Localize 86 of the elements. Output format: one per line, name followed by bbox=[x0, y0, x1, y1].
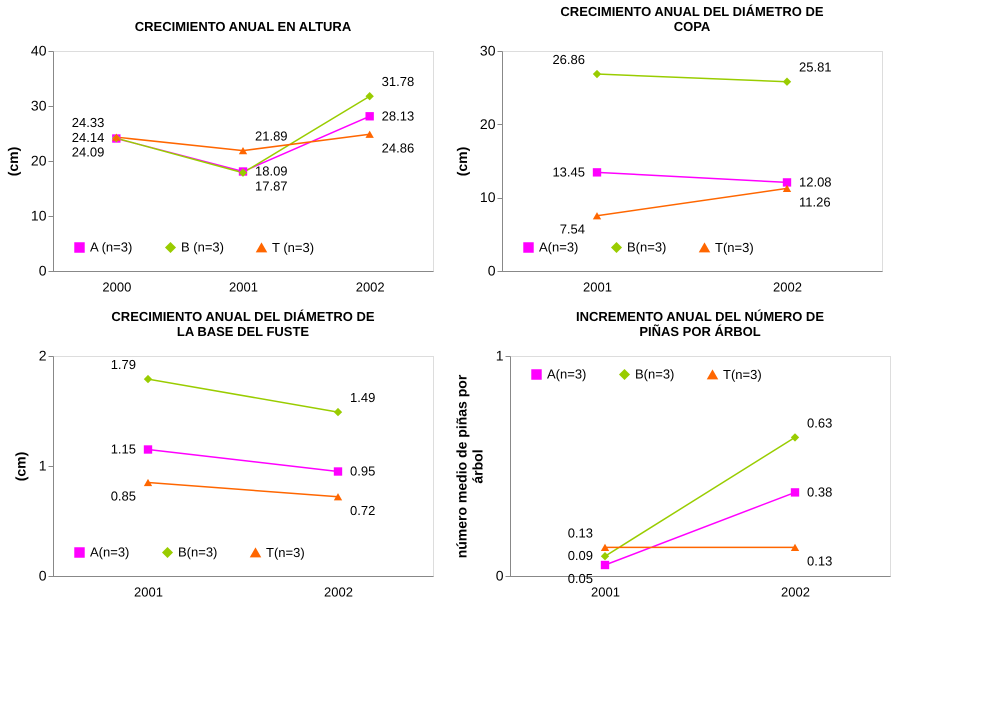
y-tick-label: 20 bbox=[480, 116, 496, 132]
legend-label: A(n=3) bbox=[90, 544, 130, 560]
legend-label: B (n=3) bbox=[181, 240, 224, 255]
legend-label: A (n=3) bbox=[90, 240, 132, 255]
data-label: 26.86 bbox=[552, 52, 585, 68]
legend-label: A(n=3) bbox=[539, 240, 578, 255]
data-label: 0.09 bbox=[568, 548, 593, 564]
y-tick-label: 0 bbox=[496, 568, 504, 584]
point bbox=[592, 70, 602, 78]
x-tick-label: 2002 bbox=[773, 280, 802, 294]
point bbox=[365, 112, 374, 120]
y-tick-label: 10 bbox=[30, 208, 47, 224]
point bbox=[238, 146, 248, 154]
point bbox=[592, 168, 602, 177]
data-label: 13.45 bbox=[552, 164, 585, 180]
x-tick-label: 2002 bbox=[356, 280, 385, 294]
data-label: 1.79 bbox=[110, 357, 136, 372]
data-label: 24.86 bbox=[382, 140, 414, 156]
data-label: 31.78 bbox=[382, 74, 414, 90]
point bbox=[144, 445, 152, 454]
x-tick-label: 2002 bbox=[324, 584, 353, 600]
y-tick-label: 0 bbox=[38, 262, 47, 278]
point bbox=[782, 178, 792, 187]
data-label: 12.08 bbox=[799, 174, 832, 190]
data-label: 28.13 bbox=[382, 108, 414, 124]
data-label: 0.63 bbox=[807, 415, 832, 430]
point bbox=[790, 488, 800, 497]
legend-label: T(n=3) bbox=[715, 240, 754, 255]
data-label: 0.72 bbox=[350, 502, 376, 518]
y-axis-title: (cm) bbox=[4, 146, 21, 176]
y-tick-label: 1 bbox=[496, 348, 504, 364]
y-axis-title: (cm) bbox=[454, 146, 470, 176]
chart-title: CRECIMIENTO ANUAL DEL DIÁMETRO DE LA BASE DEL FUSTE bbox=[111, 309, 375, 339]
data-label: 0.85 bbox=[110, 488, 136, 504]
x-tick-label: 2001 bbox=[229, 280, 258, 294]
legend-label: B(n=3) bbox=[178, 544, 218, 560]
data-label: 24.09 bbox=[72, 144, 104, 160]
x-tick-label: 2001 bbox=[591, 584, 620, 600]
data-label: 1.15 bbox=[110, 442, 136, 456]
point bbox=[600, 560, 610, 570]
point bbox=[600, 552, 610, 560]
data-label: 0.05 bbox=[568, 571, 593, 586]
y-tick-label: 20 bbox=[30, 152, 47, 168]
point bbox=[334, 467, 342, 476]
data-label: 25.81 bbox=[799, 60, 832, 75]
legend-label: B(n=3) bbox=[627, 240, 666, 255]
legend-label: T (n=3) bbox=[272, 240, 314, 255]
y-tick-label: 40 bbox=[30, 42, 47, 58]
x-tick-label: 2001 bbox=[583, 280, 612, 294]
legend-label: B(n=3) bbox=[635, 366, 674, 382]
y-tick-label: 1 bbox=[38, 458, 47, 474]
legend-label: A(n=3) bbox=[547, 366, 586, 382]
legend-label: T(n=3) bbox=[266, 544, 305, 560]
data-label: 11.26 bbox=[799, 194, 831, 210]
y-tick-label: 0 bbox=[488, 262, 496, 278]
y-tick-label: 30 bbox=[30, 98, 47, 114]
data-label: 0.13 bbox=[807, 553, 832, 568]
point bbox=[365, 92, 374, 100]
y-axis-title: (cm) bbox=[12, 452, 29, 482]
data-label: 1.49 bbox=[350, 390, 376, 406]
point bbox=[365, 130, 374, 138]
data-label: 24.14 bbox=[72, 130, 104, 146]
y-tick-label: 10 bbox=[480, 189, 496, 206]
data-label: 7.54 bbox=[560, 222, 585, 237]
chart-title: CRECIMIENTO ANUAL EN ALTURA bbox=[134, 19, 352, 34]
y-axis-title: número medio de piñas por árbol bbox=[454, 374, 486, 558]
point bbox=[334, 408, 342, 416]
point bbox=[790, 433, 800, 442]
x-tick-label: 2001 bbox=[134, 584, 163, 600]
chart-title: INCREMENTO ANUAL DEL NÚMERO DE PIÑAS POR ÁRBOL bbox=[576, 309, 824, 339]
y-tick-label: 0 bbox=[38, 568, 47, 584]
point bbox=[144, 374, 152, 384]
data-label: 0.38 bbox=[807, 484, 832, 500]
y-tick-label: 30 bbox=[480, 42, 496, 58]
point bbox=[782, 78, 792, 86]
x-tick-label: 2002 bbox=[781, 584, 810, 600]
chart-title: CRECIMIENTO ANUAL DEL DIÁMETRO DE COPA bbox=[560, 4, 824, 34]
data-label: 0.95 bbox=[350, 464, 376, 478]
data-label: 18.09 bbox=[255, 164, 288, 179]
data-label: 17.87 bbox=[255, 178, 288, 194]
data-label: 24.33 bbox=[72, 115, 104, 130]
y-tick-label: 2 bbox=[38, 348, 47, 364]
x-tick-label: 2000 bbox=[102, 280, 132, 294]
legend-label: T(n=3) bbox=[723, 366, 762, 382]
data-label: 21.89 bbox=[255, 128, 288, 144]
data-label: 0.13 bbox=[568, 525, 593, 540]
